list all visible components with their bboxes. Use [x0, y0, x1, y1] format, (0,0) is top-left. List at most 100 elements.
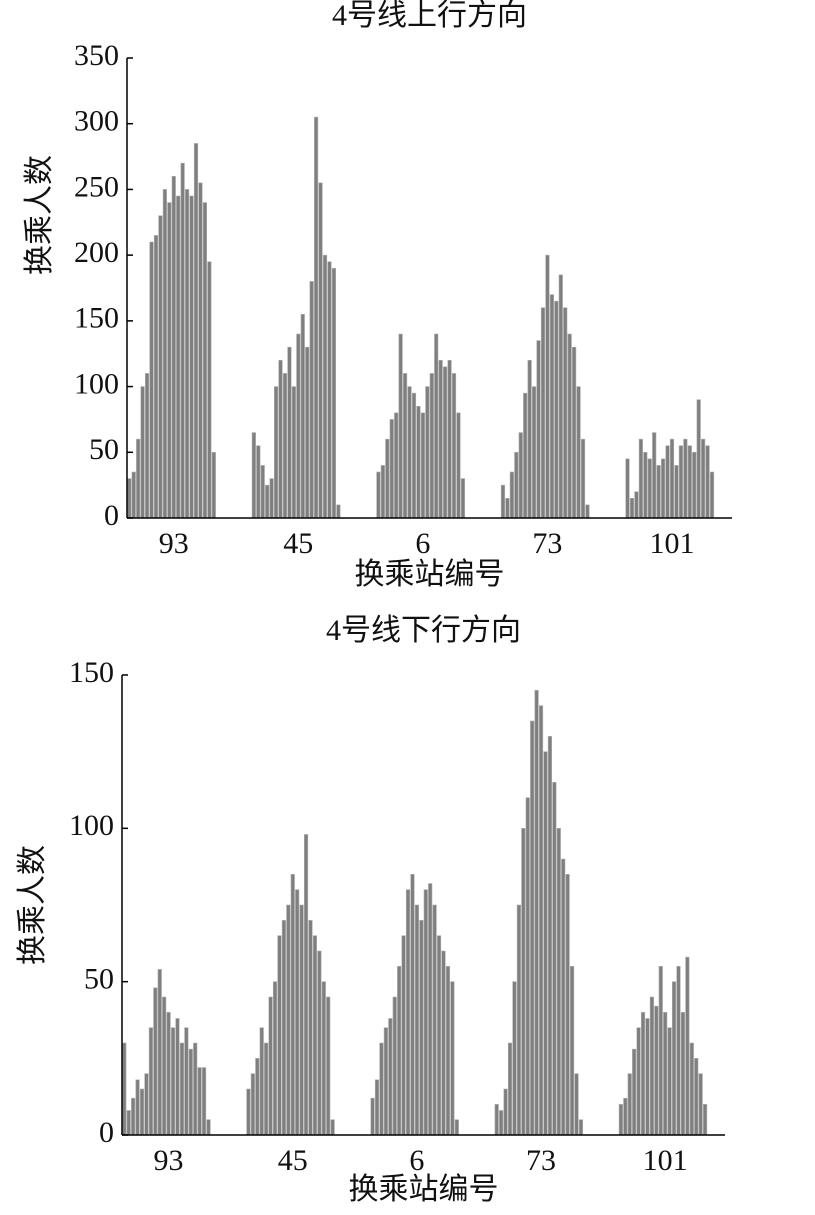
x-tick-label: 45	[278, 1144, 308, 1177]
bar	[327, 261, 332, 519]
bar	[281, 920, 286, 1136]
bar	[405, 889, 411, 1136]
y-tick-label: 100	[69, 809, 114, 842]
bar	[545, 254, 550, 519]
bar	[197, 1067, 202, 1136]
bar	[326, 996, 331, 1136]
bar	[158, 215, 163, 519]
bar	[627, 1073, 632, 1136]
bar	[423, 889, 428, 1136]
bar	[547, 736, 552, 1136]
bar	[259, 1027, 264, 1136]
x-tick-label: 93	[159, 527, 189, 560]
bar	[645, 1018, 650, 1136]
bar	[140, 386, 145, 519]
bar	[530, 720, 535, 1136]
bar	[202, 1067, 207, 1136]
bar	[434, 333, 439, 519]
bar	[185, 189, 190, 519]
bar	[148, 1027, 153, 1136]
x-tick-label: 73	[532, 527, 562, 560]
bar	[272, 981, 278, 1136]
bar	[658, 966, 663, 1136]
y-tick-label: 0	[99, 1116, 114, 1149]
bar	[206, 1119, 211, 1136]
bar	[696, 399, 701, 519]
bar	[394, 412, 399, 519]
bar	[419, 920, 424, 1136]
bar	[300, 313, 305, 519]
bar	[443, 366, 448, 519]
bar	[561, 858, 566, 1136]
bar	[250, 1073, 255, 1136]
bar	[558, 274, 563, 519]
bar	[380, 465, 385, 519]
bar	[451, 373, 457, 519]
bar	[438, 359, 443, 519]
bar	[392, 996, 397, 1136]
bar	[299, 904, 304, 1136]
bar	[135, 1079, 140, 1136]
bar	[665, 445, 670, 519]
bar	[618, 1104, 623, 1136]
bar	[460, 478, 465, 519]
bar	[153, 235, 159, 519]
bar	[525, 797, 530, 1136]
bar	[277, 935, 282, 1136]
y-tick-label: 150	[74, 302, 119, 335]
bar	[286, 904, 291, 1136]
bar	[445, 966, 451, 1136]
bar	[565, 874, 570, 1136]
bar	[536, 340, 541, 519]
bar	[167, 202, 172, 519]
bar	[585, 504, 590, 519]
bar	[580, 438, 586, 519]
bar	[397, 966, 402, 1136]
bar	[410, 874, 415, 1136]
bar	[414, 904, 419, 1136]
bar	[447, 359, 452, 519]
bar	[312, 935, 318, 1136]
bar	[632, 1048, 637, 1136]
bar	[625, 458, 630, 519]
bar	[290, 874, 295, 1136]
bar	[554, 300, 559, 519]
bar	[428, 883, 433, 1136]
bar	[268, 996, 273, 1136]
bar	[376, 471, 381, 519]
bar	[321, 981, 326, 1136]
bar	[709, 471, 715, 519]
bar	[265, 484, 270, 519]
bar	[500, 484, 506, 519]
bar	[314, 116, 319, 519]
bar	[278, 359, 283, 519]
bar	[667, 1027, 672, 1136]
bar	[389, 419, 394, 519]
bar	[403, 373, 408, 519]
bar	[282, 373, 288, 519]
bar	[179, 1042, 184, 1136]
bar	[656, 465, 661, 519]
bar	[131, 471, 136, 519]
bar	[574, 1073, 579, 1136]
bar	[509, 471, 514, 519]
bar	[425, 386, 430, 519]
bar	[189, 195, 194, 519]
bar	[429, 373, 434, 519]
bar	[202, 202, 207, 519]
bar	[162, 996, 167, 1136]
bar	[689, 1042, 694, 1136]
y-tick-label: 200	[74, 236, 119, 269]
bar	[260, 465, 265, 519]
bar	[450, 981, 455, 1136]
bar	[549, 294, 554, 519]
bar	[193, 1042, 198, 1136]
bar	[456, 412, 461, 519]
bar	[507, 1042, 513, 1136]
bar	[703, 1104, 708, 1136]
bar	[157, 969, 162, 1136]
bar	[256, 445, 261, 519]
bar	[636, 1027, 641, 1136]
bar	[126, 1110, 131, 1136]
